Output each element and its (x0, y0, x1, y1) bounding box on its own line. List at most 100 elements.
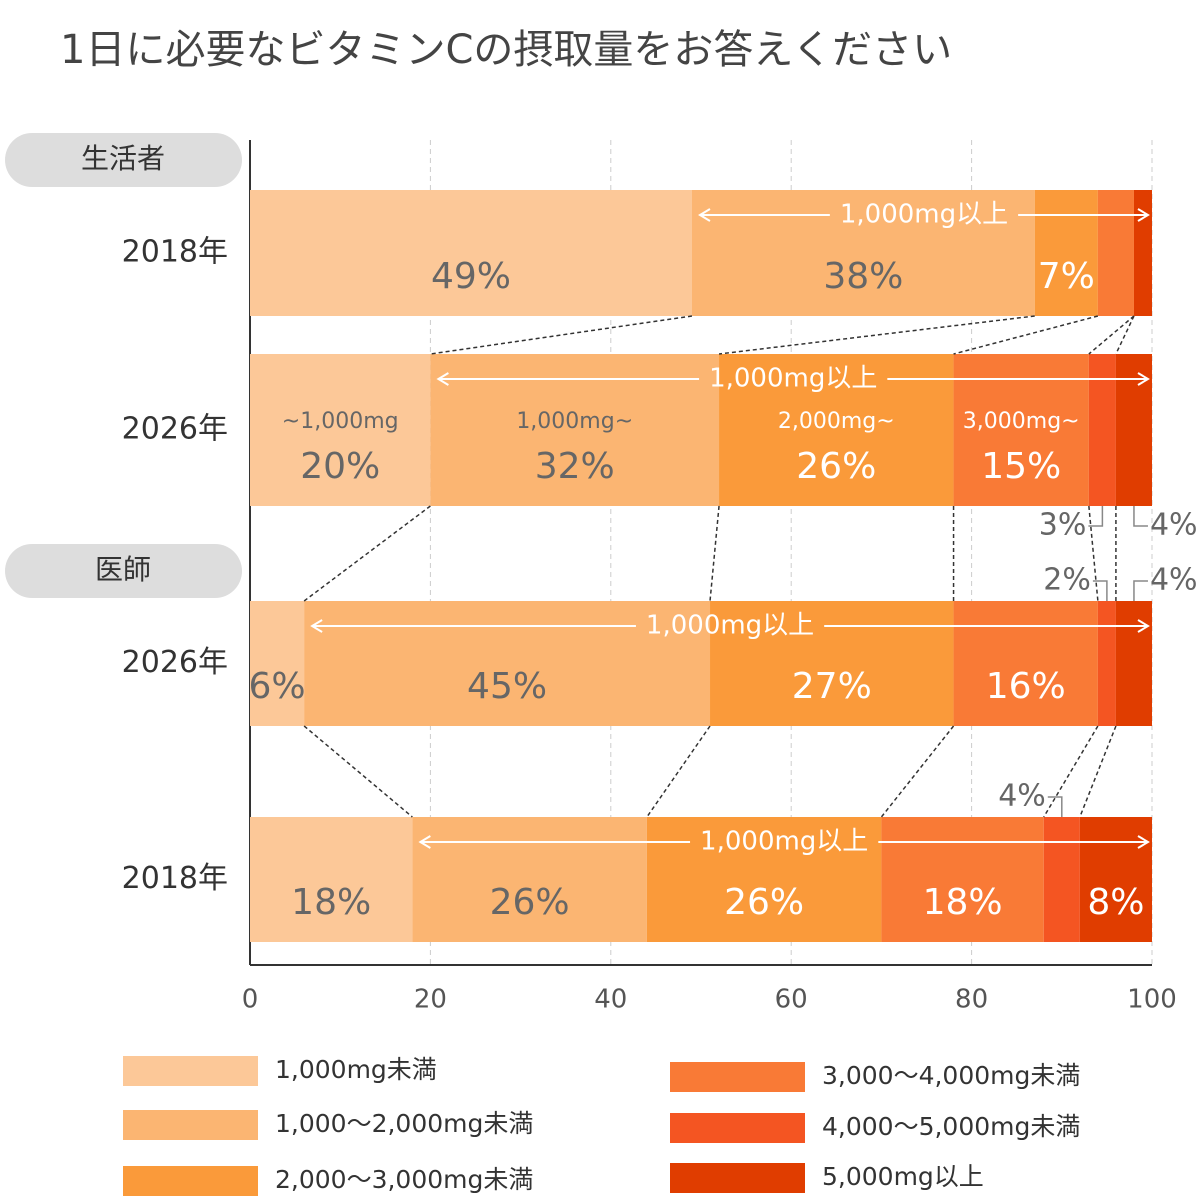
leader-line (1133, 506, 1148, 527)
value-label: 26% (724, 882, 804, 923)
value-label: 32% (535, 446, 615, 487)
connector (953, 315, 1099, 355)
bar-segment (250, 601, 305, 726)
connector (1088, 505, 1099, 602)
bar-segment (953, 601, 1098, 726)
category-label: 2018年 (122, 235, 228, 270)
legend-swatch (670, 1163, 805, 1193)
leader-line (1133, 580, 1148, 601)
value-label: 7% (1038, 256, 1095, 297)
connector (1079, 725, 1117, 818)
category-label: 2018年 (122, 861, 228, 896)
value-label: 8% (1087, 882, 1144, 923)
legend-swatch (123, 1056, 258, 1086)
value-label: 4% (1150, 563, 1198, 598)
segment-label: 2,000mg~ (778, 409, 895, 434)
value-label: 16% (986, 666, 1066, 707)
value-label: 26% (490, 882, 570, 923)
range-label: 1,000mg以上 (709, 364, 877, 394)
bar-segment (1043, 817, 1080, 942)
value-label: 18% (923, 882, 1003, 923)
legend-swatch (670, 1062, 805, 1092)
bar-segment (412, 817, 647, 942)
bar-segment (250, 190, 692, 316)
connector (880, 725, 955, 818)
segment-label: 1,000mg~ (516, 409, 633, 434)
legend-label: 4,000〜5,000mg未満 (822, 1112, 1080, 1141)
range-label: 1,000mg以上 (700, 827, 868, 857)
value-label: 26% (796, 446, 876, 487)
bar-segment (1088, 354, 1116, 506)
bar-segment (646, 817, 882, 942)
chart-title: 1日に必要なビタミンCの摂取量をお答えください (60, 27, 952, 73)
x-tick-label: 60 (775, 985, 808, 1015)
value-label: 6% (248, 666, 305, 707)
segment-label: 3,000mg~ (963, 409, 1080, 434)
bar-segment (304, 601, 711, 726)
arrow-head (310, 619, 323, 633)
connector (1088, 315, 1135, 355)
legend-label: 1,000〜2,000mg未満 (275, 1109, 533, 1138)
bar-segment (1115, 354, 1152, 506)
x-tick-label: 100 (1127, 985, 1177, 1015)
legend-swatch (123, 1110, 258, 1140)
category-label: 2026年 (122, 645, 228, 680)
connector (646, 725, 711, 818)
value-label: 4% (1150, 508, 1198, 543)
group-label: 生活者 (81, 142, 165, 175)
arrow-head (418, 835, 431, 849)
bar-segment (1097, 601, 1116, 726)
connector (430, 315, 693, 355)
legend-label: 3,000〜4,000mg未満 (822, 1061, 1080, 1090)
bar-segment (1079, 817, 1152, 942)
leader-line (1092, 580, 1108, 601)
arrow-head (1137, 208, 1150, 222)
legend-swatch (670, 1113, 805, 1143)
group-label: 医師 (95, 553, 151, 586)
value-label: 15% (981, 446, 1061, 487)
category-label: 2026年 (122, 412, 228, 447)
bar-segment (1034, 190, 1098, 316)
bar-segment (250, 354, 431, 506)
connector (303, 505, 431, 602)
group-pill (5, 133, 242, 187)
bar-segment (881, 817, 1044, 942)
connector (1115, 315, 1135, 355)
value-label: 18% (291, 882, 371, 923)
legend-swatch (123, 1166, 258, 1196)
leader-line (1088, 506, 1104, 527)
bar-segment (1115, 601, 1152, 726)
value-label: 2% (1043, 563, 1091, 598)
range-label: 1,000mg以上 (840, 200, 1008, 230)
x-tick-label: 0 (242, 985, 259, 1015)
legend-label: 1,000mg未満 (275, 1055, 437, 1084)
arrow-head (1137, 835, 1150, 849)
bar-segment (1133, 190, 1152, 316)
arrow-head (698, 208, 711, 222)
value-label: 49% (431, 256, 511, 297)
value-label: 27% (792, 666, 872, 707)
connector (718, 315, 1035, 355)
value-label: 4% (998, 779, 1046, 814)
x-tick-label: 20 (414, 985, 447, 1015)
leader-line (1047, 796, 1063, 817)
value-label: 20% (300, 446, 380, 487)
bar-segment (250, 817, 413, 942)
bar-segment (1097, 190, 1134, 316)
x-tick-label: 80 (955, 985, 988, 1015)
legend-label: 2,000〜3,000mg未満 (275, 1165, 533, 1194)
range-label: 1,000mg以上 (646, 611, 814, 641)
arrow-head (1137, 619, 1150, 633)
bar-segment (691, 190, 1035, 316)
bar-segment (710, 601, 954, 726)
arrow-head (436, 372, 449, 386)
segment-label: ~1,000mg (282, 409, 399, 434)
x-tick-label: 40 (594, 985, 627, 1015)
arrow-head (1137, 372, 1150, 386)
legend-label: 5,000mg以上 (822, 1162, 984, 1191)
connector (709, 505, 720, 602)
connector (303, 725, 413, 818)
value-label: 45% (467, 666, 547, 707)
value-label: 3% (1039, 508, 1087, 543)
